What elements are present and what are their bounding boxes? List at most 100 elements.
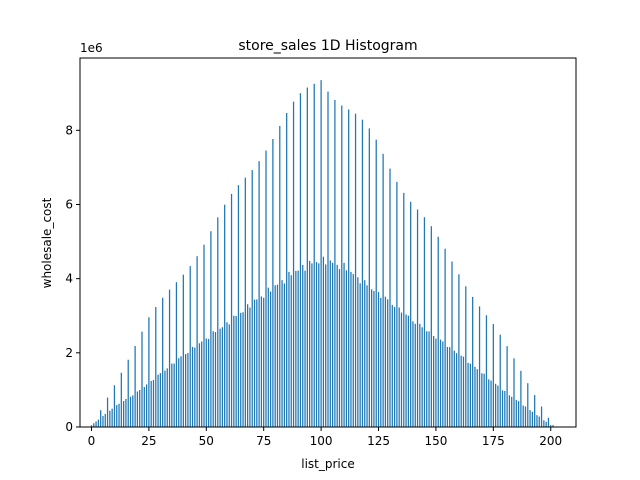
histogram-bar [476,369,478,427]
histogram-bar [180,356,182,427]
histogram-bar [405,314,407,427]
histogram-bar [488,379,490,427]
histogram-bar [331,262,334,427]
histogram-bar [359,283,361,427]
y-tick-label: 6 [65,197,73,211]
histogram-bar [334,99,336,427]
histogram-bar [430,226,432,427]
x-tick-label: 175 [482,434,505,448]
histogram-bar [113,385,116,427]
histogram-bar [297,270,299,427]
histogram-bar [228,324,230,427]
histogram-bar [439,339,442,427]
histogram-bar [194,347,196,427]
histogram-bar [354,113,357,428]
histogram-bar [302,264,304,427]
histogram-bar [226,322,228,427]
histogram-bar [508,395,511,427]
histogram-bar [247,304,249,427]
histogram-bar [136,391,139,427]
histogram-bar [536,415,538,427]
histogram-bar [322,256,325,427]
histogram-bar [166,368,168,427]
histogram-bar [304,270,306,427]
histogram-bar [318,263,320,427]
histogram-bar [230,193,233,427]
histogram-bar [446,346,449,427]
histogram-bar [327,91,329,427]
histogram-bar [313,83,315,428]
histogram-bar [455,353,458,427]
histogram-bar [205,338,207,427]
histogram-bar [120,372,122,427]
histogram-bar [387,299,389,427]
histogram-bar [134,345,136,427]
histogram-bar [377,292,380,427]
histogram-bar [244,177,246,427]
histogram-bar [499,334,501,427]
histogram-bar [182,274,184,427]
histogram-bar [504,390,506,427]
histogram-bar [97,419,99,427]
histogram-bar [400,312,403,427]
histogram-bar [102,415,104,427]
histogram-bar [338,269,341,427]
x-tick-label: 25 [141,434,156,448]
histogram-bar [437,236,439,427]
histogram-bar [522,405,524,427]
histogram-bar [444,248,446,427]
histogram-bar [492,324,494,427]
histogram-bar [403,192,405,427]
histogram-bar [100,410,102,427]
histogram-bar [462,356,465,427]
histogram-bar [292,101,295,428]
histogram-bar [527,383,529,427]
histogram-bar [106,397,109,427]
histogram-bar [320,80,322,428]
histogram-bar [283,283,285,427]
histogram-bar [366,285,368,427]
histogram-bar [391,304,393,427]
histogram-bar [272,139,274,427]
histogram-bar [132,395,134,427]
histogram-bar [478,306,481,427]
histogram-bar [371,289,373,427]
histogram-bar [520,370,522,427]
histogram-bar [221,327,223,427]
histogram-bar [485,315,488,427]
histogram-bar [421,327,423,427]
histogram-bar [364,280,366,427]
histogram-bar [240,312,242,427]
histogram-bar [196,256,198,427]
y-axis-ticks: 0 2 4 6 8 [65,123,80,434]
histogram-bar [242,312,244,427]
histogram-bar [309,260,311,427]
histogram-bar [219,328,221,427]
histogram-bar [433,335,435,427]
histogram-bar [474,366,476,427]
histogram-bar [490,380,492,427]
histogram-bar [357,277,359,427]
histogram-bar [288,271,290,427]
histogram-bar [467,362,469,427]
histogram-bar [235,315,237,427]
histogram-bar [451,261,453,427]
histogram-bar [501,390,504,427]
x-tick-label: 75 [256,434,271,448]
histogram-bar [465,286,467,427]
histogram-bar [449,347,451,427]
histogram-bar [251,170,253,427]
histogram-bar [428,331,430,427]
histogram-bar [407,315,409,427]
histogram-bar [157,374,159,427]
histogram-bar [552,425,554,427]
histogram-bar [274,285,276,427]
histogram-bar [540,406,543,427]
histogram-bar [299,93,302,427]
histogram-bar [214,332,217,427]
histogram-bar [118,403,120,427]
histogram-bar [410,201,412,427]
x-axis-ticks: 0 25 50 75 100 125 150 175 200 [88,427,562,448]
histogram-bar [265,150,267,427]
